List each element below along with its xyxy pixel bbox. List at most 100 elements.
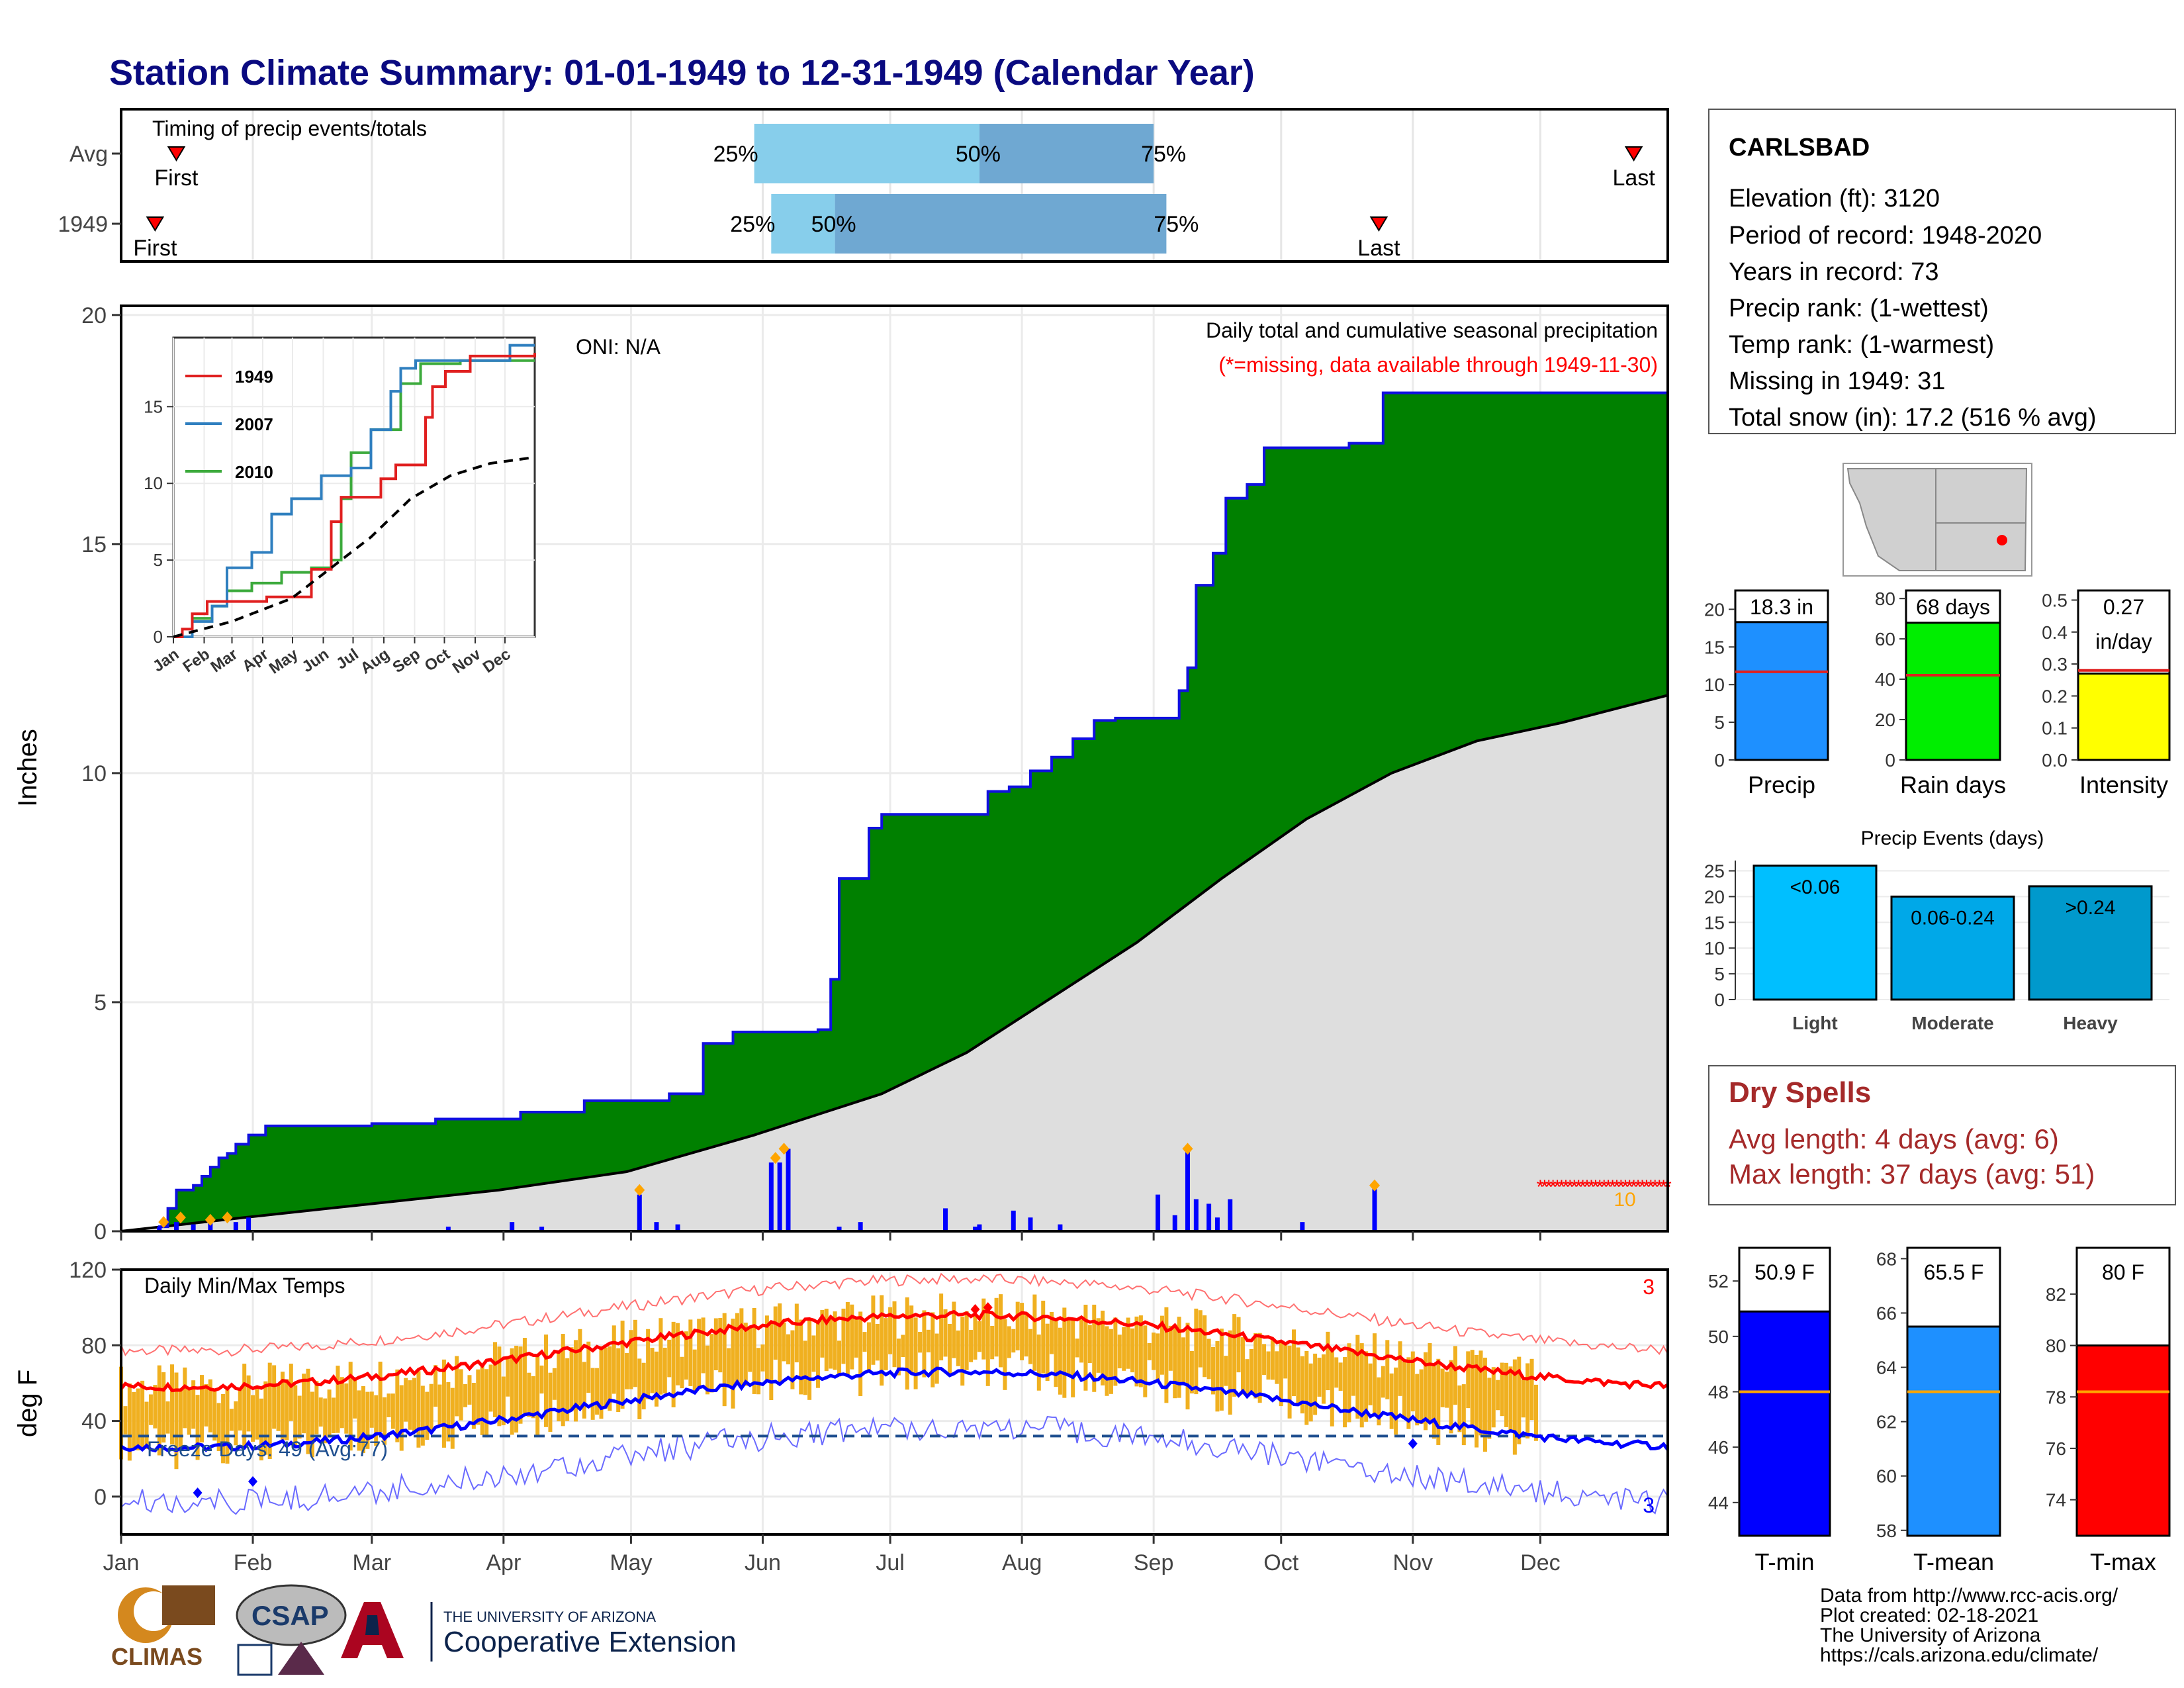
daily-temp-bar bbox=[1521, 1380, 1525, 1418]
daily-temp-bar bbox=[484, 1369, 489, 1438]
daily-temp-bar bbox=[909, 1305, 914, 1373]
daily-temp-bar bbox=[888, 1307, 893, 1354]
ua-big-text: Cooperative Extension bbox=[443, 1626, 737, 1658]
missing-day-marker: * bbox=[1553, 1176, 1561, 1198]
daily-temp-bar bbox=[1330, 1348, 1334, 1427]
inset-ytick-label: 0 bbox=[154, 627, 163, 647]
daily-temp-bar bbox=[1168, 1325, 1173, 1371]
inset-series-1949 bbox=[173, 353, 536, 638]
daily-precip-bar bbox=[858, 1222, 863, 1231]
temperature-panel: Daily Min/Max Temps Freeze Days: 49 (Avg:… bbox=[13, 1258, 1669, 1536]
daily-temp-bar bbox=[981, 1298, 986, 1360]
daily-temp-bar bbox=[1219, 1329, 1224, 1411]
daily-temp-bar bbox=[637, 1358, 642, 1420]
missing-day-marker: * bbox=[1549, 1176, 1557, 1198]
station-elevation: Elevation (ft): 3120 bbox=[1729, 185, 1940, 212]
daily-temp-bar bbox=[756, 1348, 761, 1395]
daily-temp-bar bbox=[786, 1334, 790, 1365]
daily-temp-bar bbox=[1372, 1333, 1377, 1417]
daily-temp-bar bbox=[926, 1329, 931, 1352]
daily-temp-bar bbox=[506, 1358, 510, 1397]
daily-temp-bar bbox=[1525, 1363, 1530, 1439]
daily-temp-bar bbox=[1304, 1350, 1309, 1425]
missing-day-marker: * bbox=[1596, 1176, 1604, 1198]
daily-temp-bar bbox=[824, 1308, 829, 1372]
events-ytick-label: 0 bbox=[1714, 990, 1725, 1010]
summary-bar-ytick-label: 10 bbox=[1704, 675, 1725, 695]
daily-temp-bar bbox=[1313, 1353, 1318, 1415]
daily-temp-bar bbox=[1173, 1324, 1177, 1399]
events-ytick-label: 15 bbox=[1704, 912, 1725, 933]
missing-day-marker: * bbox=[1562, 1176, 1570, 1198]
missing-day-marker: * bbox=[1570, 1176, 1578, 1198]
daily-temp-bar bbox=[446, 1382, 451, 1442]
events-bar-name: Light bbox=[1792, 1013, 1837, 1033]
daily-temp-bar bbox=[1479, 1350, 1483, 1436]
daily-temp-bar bbox=[412, 1378, 417, 1432]
daily-precip-bar bbox=[1372, 1185, 1377, 1231]
missing-day-marker: * bbox=[1621, 1176, 1629, 1198]
missing-count: 10 bbox=[1614, 1189, 1635, 1211]
events-ytick-label: 25 bbox=[1704, 861, 1725, 882]
daily-temp-bar bbox=[1321, 1354, 1326, 1404]
temp-record-low-line bbox=[120, 1416, 1668, 1515]
daily-precip-bar bbox=[977, 1224, 982, 1231]
events-ytick-label: 20 bbox=[1704, 886, 1725, 907]
daily-precip-bar bbox=[1028, 1217, 1033, 1231]
daily-temp-bar bbox=[603, 1347, 608, 1409]
missing-day-marker: * bbox=[1558, 1176, 1566, 1198]
daily-temp-bar bbox=[590, 1368, 595, 1420]
daily-temp-bar bbox=[688, 1319, 693, 1386]
daily-temp-bar bbox=[170, 1364, 175, 1445]
record-high-marker bbox=[983, 1302, 993, 1313]
daily-temp-bar bbox=[1066, 1319, 1071, 1375]
station-snow: Total snow (in): 17.2 (516 % avg) bbox=[1729, 404, 2097, 432]
timing-pct50: 50% bbox=[811, 212, 856, 237]
station-location-marker bbox=[1997, 535, 2007, 545]
daily-temp-bar bbox=[344, 1383, 349, 1434]
daily-temp-bar bbox=[705, 1345, 710, 1395]
temp-bar-ytick-label: 52 bbox=[1708, 1271, 1729, 1291]
daily-temp-bar bbox=[620, 1321, 625, 1409]
timing-last-label: Last bbox=[1357, 236, 1400, 261]
daily-temp-bar bbox=[1071, 1319, 1075, 1397]
climas-logo: CLIMAS bbox=[111, 1585, 215, 1670]
events-bar-moderate bbox=[1890, 895, 2015, 1001]
daily-temp-bar bbox=[297, 1395, 302, 1439]
daily-temp-bar bbox=[1508, 1366, 1513, 1431]
daily-temp-bar bbox=[527, 1372, 531, 1417]
daily-precip-marker bbox=[205, 1213, 216, 1226]
daily-temp-bar bbox=[884, 1318, 888, 1370]
summary-bar-ytick-label: 80 bbox=[1875, 588, 1895, 609]
daily-precip-bar bbox=[539, 1227, 545, 1231]
temp-ytick-label: 120 bbox=[69, 1258, 107, 1283]
daily-temp-bar bbox=[803, 1340, 807, 1395]
daily-temp-bar bbox=[1189, 1350, 1194, 1393]
daily-temp-bar bbox=[1105, 1326, 1109, 1396]
summary-bar-precip bbox=[1734, 621, 1829, 761]
summary-bar-name: Precip bbox=[1748, 771, 1815, 798]
missing-day-marker: * bbox=[1651, 1176, 1659, 1198]
missing-day-marker: * bbox=[1617, 1176, 1625, 1198]
daily-temp-bar bbox=[178, 1389, 183, 1450]
daily-temp-bar bbox=[1410, 1351, 1415, 1412]
daily-temp-bar bbox=[390, 1393, 395, 1429]
daily-precip-bar bbox=[972, 1227, 978, 1231]
timing-first-marker bbox=[167, 146, 186, 162]
daily-precip-marker bbox=[1182, 1143, 1193, 1155]
temp-bar-ytick-label: 60 bbox=[1876, 1466, 1897, 1487]
daily-temp-bar bbox=[1398, 1341, 1402, 1396]
inset-legend-label: 2010 bbox=[235, 462, 273, 482]
daily-temp-bar bbox=[221, 1393, 226, 1464]
daily-temp-bar bbox=[153, 1385, 158, 1429]
missing-day-marker: * bbox=[1588, 1176, 1596, 1198]
month-label: Mar bbox=[353, 1550, 392, 1575]
daily-temp-bar bbox=[1445, 1372, 1449, 1408]
daily-temp-bar bbox=[850, 1304, 854, 1370]
daily-temp-bar bbox=[1406, 1357, 1411, 1429]
footer-line-1: Data from http://www.rcc-acis.org/ bbox=[1820, 1585, 2118, 1607]
inset-legend-label: 1949 bbox=[235, 367, 273, 387]
daily-precip-bar bbox=[1172, 1215, 1177, 1231]
month-label: Jul bbox=[876, 1550, 904, 1575]
daily-temp-bar bbox=[964, 1311, 969, 1370]
